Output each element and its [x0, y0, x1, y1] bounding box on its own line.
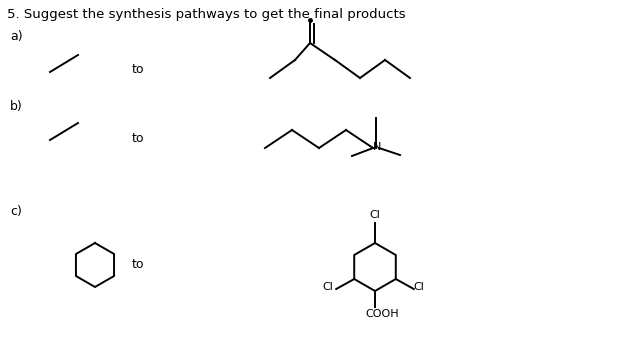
Text: c): c)	[10, 205, 22, 218]
Text: a): a)	[10, 30, 22, 43]
Text: COOH: COOH	[365, 309, 399, 319]
Text: Cl: Cl	[414, 282, 425, 292]
Text: to: to	[132, 132, 145, 145]
Text: N: N	[373, 142, 381, 152]
Text: 5. Suggest the synthesis pathways to get the final products: 5. Suggest the synthesis pathways to get…	[7, 8, 406, 21]
Text: Cl: Cl	[322, 282, 333, 292]
Text: to: to	[132, 63, 145, 76]
Text: b): b)	[10, 100, 23, 113]
Text: Cl: Cl	[369, 210, 380, 220]
Text: to: to	[132, 258, 145, 271]
